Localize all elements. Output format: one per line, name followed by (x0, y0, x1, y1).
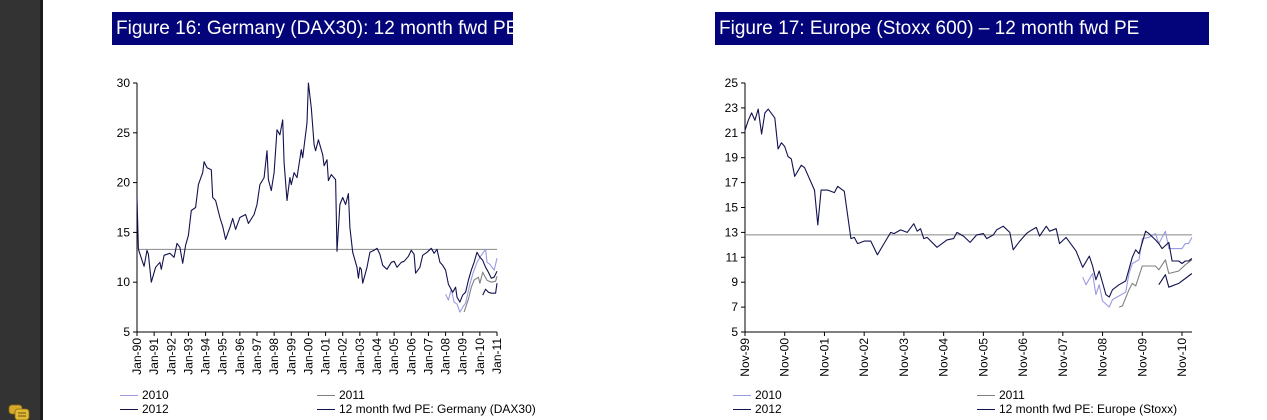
legend-item-2012: 2012 (733, 402, 782, 416)
x-tick-label: Jan-97 (250, 338, 264, 375)
x-tick-label: Jan-01 (319, 338, 333, 375)
y-tick-label: 17 (725, 176, 739, 190)
x-tick-label: Jan-05 (387, 338, 401, 375)
y-tick-label: 9 (731, 275, 738, 289)
x-tick-label: Jan-95 (216, 338, 230, 375)
legend-swatch-2012 (120, 409, 138, 411)
sidebar-divider (40, 0, 43, 420)
x-tick-label: Nov-02 (857, 338, 871, 377)
y-tick-label: 11 (726, 250, 739, 264)
legend-item-2011: 2011 (317, 388, 365, 402)
y-tick-label: 5 (731, 325, 738, 339)
y-tick-label: 7 (731, 300, 738, 314)
x-tick-label: Jan-94 (199, 338, 213, 375)
y-tick-label: 30 (117, 76, 131, 90)
x-tick-label: Nov-06 (1016, 338, 1030, 377)
x-tick-label: Nov-04 (937, 338, 951, 377)
legend-label: 12 month fwd PE: Germany (DAX30) (339, 402, 536, 416)
legend-item-main: 12 month fwd PE: Europe (Stoxx) (977, 402, 1177, 416)
legend-label: 2010 (142, 388, 169, 402)
figure-17-title: Figure 17: Europe (Stoxx 600) – 12 month… (715, 12, 1209, 45)
y-tick-label: 13 (725, 225, 739, 239)
series-line-2011 (463, 271, 498, 313)
y-tick-label: 15 (725, 201, 739, 215)
y-tick-label: 21 (725, 126, 739, 140)
y-tick-label: 19 (725, 151, 739, 165)
legend-label: 2011 (339, 388, 365, 402)
series-line-2011 (1118, 259, 1193, 308)
series-line-2012 (1158, 273, 1193, 288)
x-tick-label: Jan-10 (473, 338, 487, 375)
x-tick-label: Nov-99 (738, 338, 752, 377)
legend-item-2010: 2010 (733, 388, 782, 402)
x-tick-label: Nov-00 (778, 338, 792, 377)
x-tick-label: Jan-06 (404, 338, 418, 375)
y-tick-label: 25 (725, 76, 739, 90)
x-tick-label: Nov-07 (1056, 338, 1070, 377)
legend-swatch-2012 (733, 409, 751, 411)
x-tick-label: Jan-07 (421, 338, 435, 375)
legend-item-main: 12 month fwd PE: Germany (DAX30) (317, 402, 536, 416)
legend-swatch-main (317, 409, 335, 411)
y-tick-label: 10 (117, 275, 131, 289)
x-tick-label: Nov-09 (1135, 338, 1149, 377)
figure-16-title: Figure 16: Germany (DAX30): 12 month fwd… (112, 12, 518, 45)
x-tick-label: Nov-05 (976, 338, 990, 377)
x-tick-label: Jan-98 (267, 338, 281, 375)
series-line-2010 (1082, 230, 1193, 308)
series-line-2010 (445, 248, 498, 313)
x-tick-label: Jan-04 (370, 338, 384, 375)
legend-label: 2012 (755, 402, 782, 416)
legend-item-2012: 2012 (120, 402, 169, 416)
x-tick-label: Nov-08 (1096, 338, 1110, 377)
x-tick-label: Jan-93 (181, 338, 195, 375)
x-tick-label: Jan-02 (336, 338, 350, 375)
y-tick-label: 15 (117, 225, 131, 239)
y-tick-label: 25 (117, 126, 131, 140)
x-tick-label: Jan-90 (130, 338, 144, 375)
y-tick-label: 23 (725, 101, 739, 115)
legend-item-2011: 2011 (977, 388, 1025, 402)
legend-label: 2012 (142, 402, 169, 416)
x-tick-label: Jan-96 (233, 338, 247, 375)
x-tick-label: Jan-11 (490, 338, 504, 374)
x-tick-label: Jan-92 (164, 338, 178, 375)
x-tick-label: Nov-03 (897, 338, 911, 377)
comments-icon[interactable] (8, 404, 30, 420)
series-line-main (136, 82, 498, 303)
series-line-2012 (482, 283, 498, 296)
legend-swatch-2011 (317, 395, 335, 397)
legend-label: 12 month fwd PE: Europe (Stoxx) (999, 402, 1178, 416)
legend-swatch-2010 (120, 395, 138, 397)
x-tick-label: Jan-99 (284, 338, 298, 375)
legend-swatch-main (977, 409, 995, 411)
x-tick-label: Jan-08 (439, 338, 453, 375)
x-tick-label: Jan-03 (353, 338, 367, 375)
y-tick-label: 5 (123, 325, 130, 339)
left-sidebar (0, 0, 40, 420)
x-tick-label: Nov-01 (817, 338, 831, 377)
legend-label: 2010 (755, 388, 782, 402)
x-tick-label: Jan-09 (456, 338, 470, 375)
legend-label: 2011 (999, 388, 1025, 402)
y-tick-label: 20 (117, 176, 131, 190)
legend-item-2010: 2010 (120, 388, 169, 402)
series-line-main (744, 108, 1193, 298)
x-tick-label: Nov-10 (1175, 338, 1189, 377)
legend-swatch-2011 (977, 395, 995, 397)
x-tick-label: Jan-91 (147, 338, 161, 375)
x-tick-label: Jan-00 (301, 338, 315, 375)
legend-swatch-2010 (733, 395, 751, 397)
